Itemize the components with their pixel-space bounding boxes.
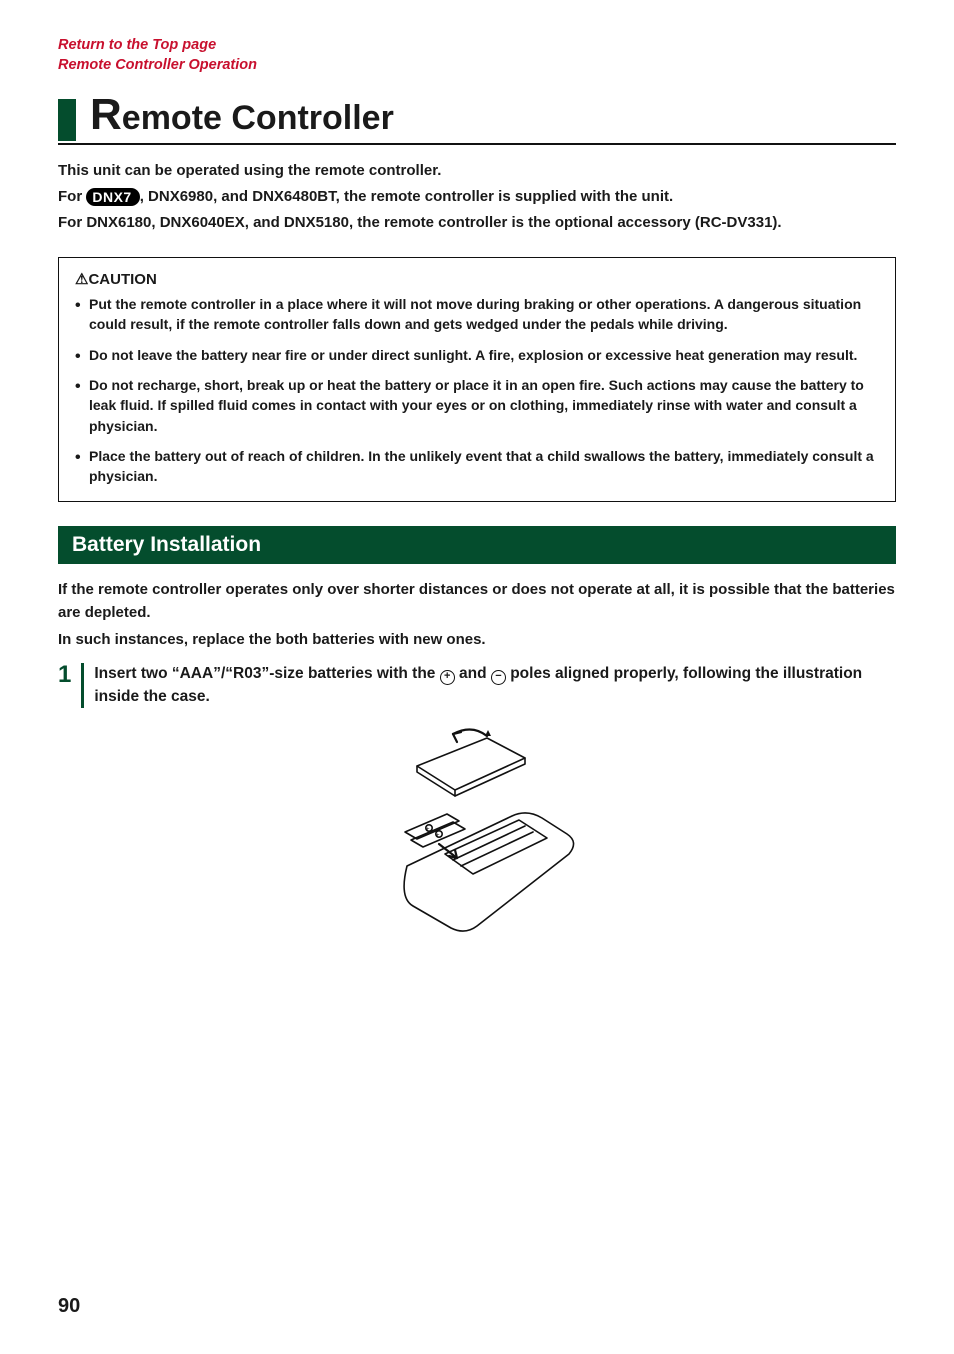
page-number: 90 [58,1295,80,1318]
intro-line2-post: , DNX6980, and DNX6480BT, the remote con… [140,188,673,205]
page-title-row: Remote Controller [58,93,896,145]
step-number: 1 [58,663,71,708]
section-para-2: In such instances, replace the both batt… [58,628,896,651]
section-text: If the remote controller operates only o… [58,578,896,652]
section-para-1: If the remote controller operates only o… [58,578,896,625]
step-text-a: Insert two “AAA”/“R03”-size batteries wi… [94,665,439,682]
page-title: Remote Controller [90,93,394,141]
intro-line-3: For DNX6180, DNX6040EX, and DNX5180, the… [58,211,896,235]
caution-item: Do not recharge, short, break up or heat… [75,375,879,436]
plus-icon: + [440,670,455,685]
caution-item: Put the remote controller in a place whe… [75,294,879,335]
caution-item: Place the battery out of reach of childr… [75,446,879,487]
step-1: 1 Insert two “AAA”/“R03”-size batteries … [58,663,896,708]
breadcrumb-links: Return to the Top page Remote Controller… [58,36,896,75]
step-text-b: and [455,665,491,682]
caution-box: ⚠CAUTION Put the remote controller in a … [58,257,896,501]
step-instruction: Insert two “AAA”/“R03”-size batteries wi… [81,663,896,708]
svg-text:+: + [426,827,430,833]
section-link[interactable]: Remote Controller Operation [58,57,257,73]
intro-block: This unit can be operated using the remo… [58,159,896,235]
title-capital: R [90,90,122,139]
dnx7-badge: DNX7 [86,188,139,206]
intro-line-2: For DNX7, DNX6980, and DNX6480BT, the re… [58,185,896,209]
battery-illustration: + + [357,726,597,936]
section-header-battery: Battery Installation [58,526,896,564]
svg-text:+: + [436,833,440,839]
minus-icon: − [491,670,506,685]
title-accent-bar [58,99,76,141]
caution-item: Do not leave the battery near fire or un… [75,345,879,365]
return-top-link[interactable]: Return to the Top page [58,37,216,53]
title-rest: emote Controller [122,99,394,137]
caution-list: Put the remote controller in a place whe… [75,294,879,486]
warning-icon: ⚠ [75,271,88,288]
intro-line-1: This unit can be operated using the remo… [58,159,896,183]
caution-title: ⚠CAUTION [75,270,879,288]
caution-label: CAUTION [88,271,156,288]
intro-line2-pre: For [58,188,86,205]
